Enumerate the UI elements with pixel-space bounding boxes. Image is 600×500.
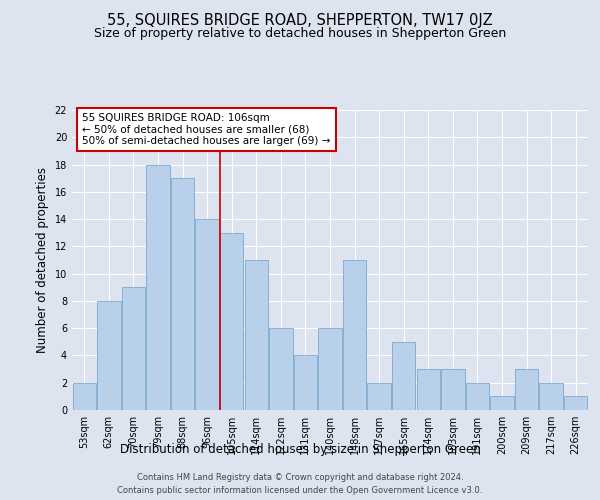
Text: 55 SQUIRES BRIDGE ROAD: 106sqm
← 50% of detached houses are smaller (68)
50% of : 55 SQUIRES BRIDGE ROAD: 106sqm ← 50% of …	[82, 113, 331, 146]
Y-axis label: Number of detached properties: Number of detached properties	[36, 167, 49, 353]
Bar	[441, 369, 464, 410]
Bar	[220, 232, 244, 410]
Bar	[245, 260, 268, 410]
Text: 55, SQUIRES BRIDGE ROAD, SHEPPERTON, TW17 0JZ: 55, SQUIRES BRIDGE ROAD, SHEPPERTON, TW1…	[107, 12, 493, 28]
Bar	[122, 288, 145, 410]
Bar	[319, 328, 341, 410]
Bar	[539, 382, 563, 410]
Text: Size of property relative to detached houses in Shepperton Green: Size of property relative to detached ho…	[94, 28, 506, 40]
Bar	[171, 178, 194, 410]
Bar	[196, 219, 219, 410]
Text: Contains HM Land Registry data © Crown copyright and database right 2024.: Contains HM Land Registry data © Crown c…	[137, 472, 463, 482]
Bar	[466, 382, 489, 410]
Bar	[97, 301, 121, 410]
Bar	[269, 328, 293, 410]
Bar	[343, 260, 366, 410]
Text: Contains public sector information licensed under the Open Government Licence v3: Contains public sector information licen…	[118, 486, 482, 495]
Bar	[294, 356, 317, 410]
Bar	[146, 164, 170, 410]
Bar	[515, 369, 538, 410]
Bar	[367, 382, 391, 410]
Text: Distribution of detached houses by size in Shepperton Green: Distribution of detached houses by size …	[119, 442, 481, 456]
Bar	[490, 396, 514, 410]
Bar	[416, 369, 440, 410]
Bar	[564, 396, 587, 410]
Bar	[392, 342, 415, 410]
Bar	[73, 382, 96, 410]
